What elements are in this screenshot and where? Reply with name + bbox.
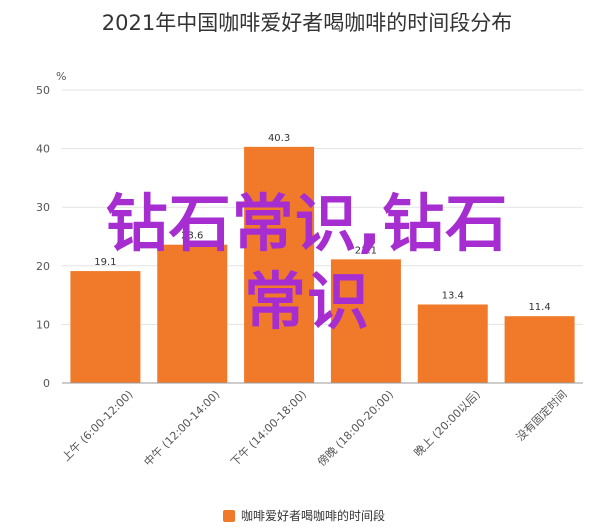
- bar: [417, 304, 488, 383]
- bar: [70, 271, 141, 383]
- data-label: 40.3: [268, 133, 290, 144]
- legend-label: 咖啡爱好者喝咖啡的时间段: [241, 508, 385, 523]
- bar: [504, 316, 575, 383]
- bar: [330, 259, 401, 383]
- category-labels: 上午 (6:00-12:00) 中午 (12:00-14:00) 下午 (14:00…: [60, 387, 570, 469]
- bars: [70, 146, 575, 383]
- data-label: 21.1: [355, 245, 377, 256]
- grid-lines: [62, 89, 583, 325]
- category-label: 傍晚 (18:00-20:00): [314, 387, 396, 469]
- y-tick-label: 40: [36, 143, 50, 156]
- legend: 咖啡爱好者喝咖啡的时间段: [223, 508, 385, 523]
- category-label: 没有固定时间: [513, 387, 570, 444]
- y-tick-label: 20: [36, 260, 50, 273]
- data-label: 23.6: [181, 231, 203, 242]
- y-axis-ticks: 0 10 20 30 40 50: [36, 84, 50, 390]
- y-tick-label: 10: [36, 318, 50, 331]
- y-tick-label: 0: [43, 377, 50, 390]
- category-label: 中午 (12:00-14:00): [141, 388, 222, 469]
- category-label: 下午 (14:00-18:00): [228, 388, 309, 469]
- data-labels: 19.1 23.6 40.3 21.1 13.4 11.4: [94, 133, 550, 313]
- data-label: 11.4: [528, 302, 550, 313]
- data-label: 19.1: [94, 257, 116, 268]
- bar: [157, 244, 228, 383]
- category-label: 晚上 (20:00以后): [412, 388, 483, 459]
- legend-swatch: [223, 510, 235, 522]
- chart-title: 2021年中国咖啡爱好者喝咖啡的时间段分布: [101, 11, 513, 35]
- bar: [244, 146, 315, 383]
- data-label: 13.4: [442, 290, 464, 301]
- y-tick-label: 50: [36, 84, 50, 97]
- y-axis-label: %: [56, 70, 66, 83]
- category-label: 上午 (6:00-12:00): [60, 388, 136, 464]
- y-tick-label: 30: [36, 201, 50, 214]
